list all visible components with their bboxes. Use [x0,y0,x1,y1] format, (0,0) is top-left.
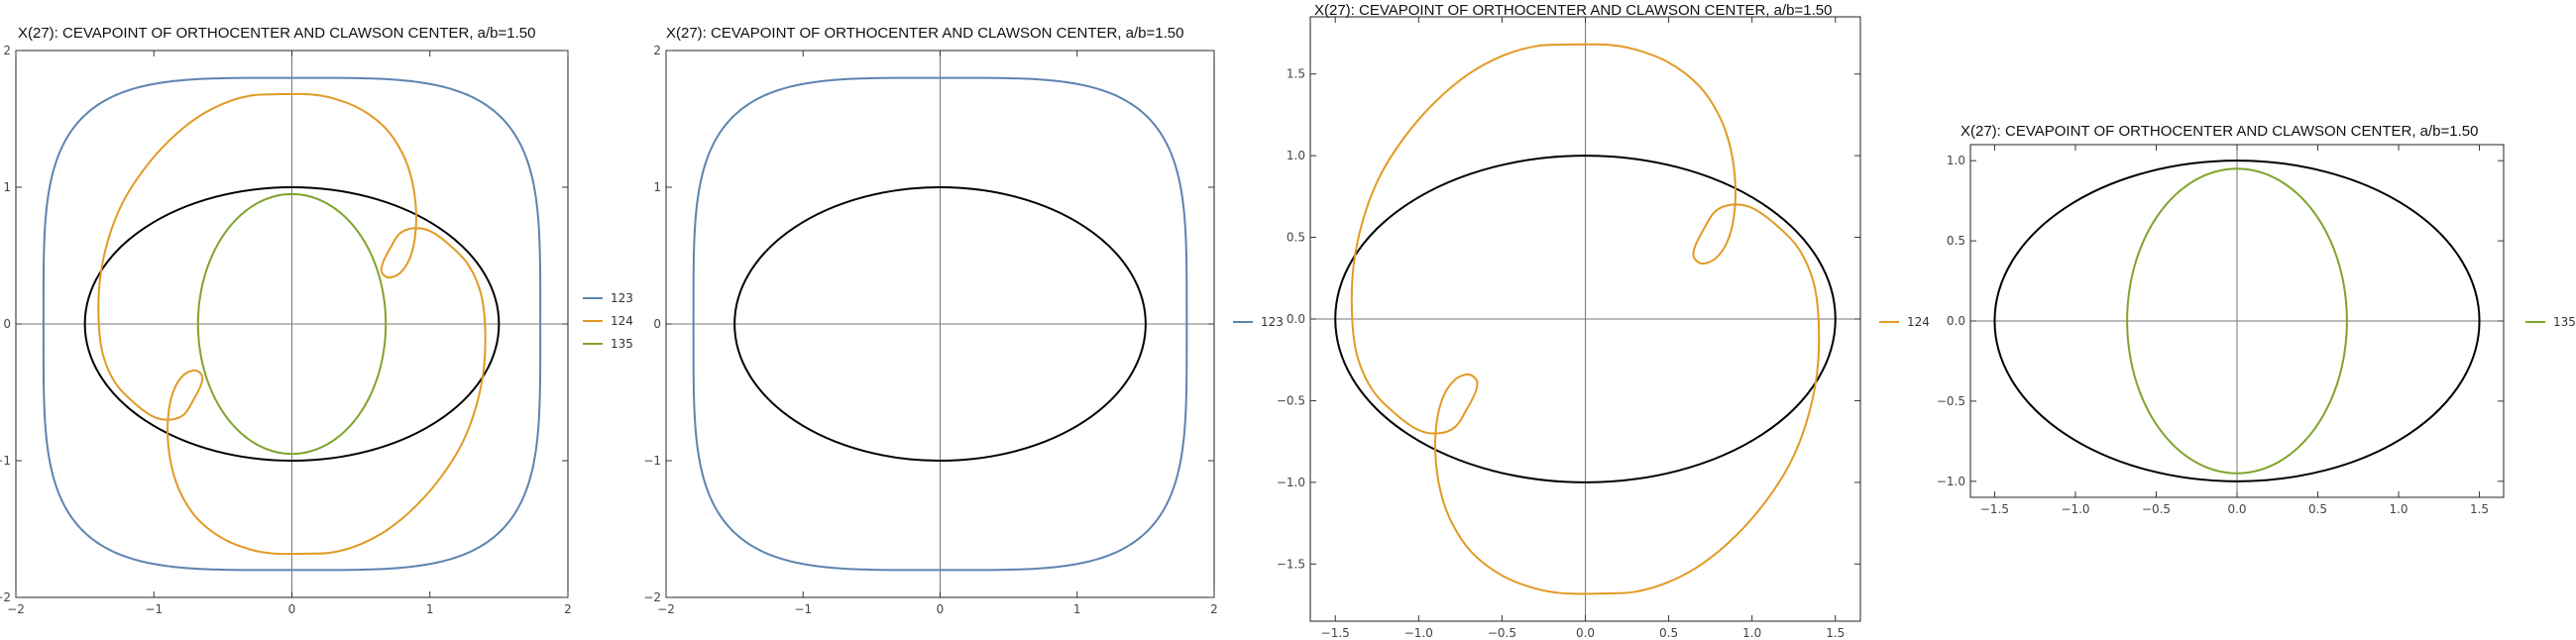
x-tick-label: −0.5 [1488,626,1516,640]
x-tick-label: −1 [794,602,812,616]
x-tick-label: 1.5 [1826,626,1845,640]
x-tick-label: 1 [426,602,434,616]
x-tick-label: 1.0 [2389,502,2408,516]
series-line-124 [1350,43,1821,595]
x-tick-label: −2 [657,602,675,616]
x-tick-label: −0.5 [2142,502,2171,516]
x-tick-label: −2 [7,602,25,616]
y-tick-label: −1.0 [1937,475,1965,488]
y-tick-label: 0.5 [1947,234,1965,248]
y-tick-label: −2 [643,590,661,604]
series-line-135 [196,192,388,456]
plot-area [42,76,542,572]
y-tick-label: −1 [643,454,661,468]
legend: 124 [1879,315,1930,329]
x-tick-label: 0 [937,602,945,616]
x-tick-label: 0.5 [2308,502,2327,516]
y-tick-label: 2 [653,44,661,57]
legend-label-135: 135 [611,337,633,351]
chart-panel-4: X(27): CEVAPOINT OF ORTHOCENTER AND CLAW… [1937,123,2576,516]
x-tick-label: 2 [564,602,572,616]
y-tick-label: 0.5 [1287,231,1305,245]
series-line-135 [2126,167,2348,475]
x-tick-label: 0.0 [2227,502,2246,516]
x-tick-label: 1 [1073,602,1081,616]
legend-label-123: 123 [1261,315,1284,329]
x-tick-label: −1.0 [1404,626,1433,640]
x-tick-label: 0.0 [1576,626,1595,640]
legend: 123 [1233,315,1284,329]
chart-title: X(27): CEVAPOINT OF ORTHOCENTER AND CLAW… [1960,123,2478,140]
y-tick-label: 2 [3,44,11,57]
reference-ellipse [83,186,501,462]
legend: 135 [2525,315,2576,329]
x-tick-label: −1.5 [1321,626,1350,640]
y-tick-label: 0 [3,317,11,331]
reference-ellipse [733,186,1147,462]
legend-label-123: 123 [611,291,633,305]
y-tick-label: 1.5 [1287,67,1305,81]
chart-panel-3: X(27): CEVAPOINT OF ORTHOCENTER AND CLAW… [1277,2,1930,640]
y-tick-label: 0 [653,317,661,331]
plot-area [1334,43,1837,595]
chart-panel-1: X(27): CEVAPOINT OF ORTHOCENTER AND CLAW… [0,25,633,616]
chart-panel-2: X(27): CEVAPOINT OF ORTHOCENTER AND CLAW… [643,25,1284,616]
y-tick-label: −0.5 [1937,394,1965,408]
series-line-124 [97,92,487,556]
legend: 123 124 135 [583,291,633,351]
plot-area [692,76,1188,572]
chart-title: X(27): CEVAPOINT OF ORTHOCENTER AND CLAW… [18,25,535,42]
series-line-123 [42,76,542,572]
series-line-123 [692,76,1188,572]
chart-title: X(27): CEVAPOINT OF ORTHOCENTER AND CLAW… [666,25,1183,42]
y-tick-label: 1 [3,180,11,194]
y-tick-label: 1 [653,180,661,194]
y-tick-label: 1.0 [1287,149,1305,162]
x-tick-label: 1.0 [1742,626,1761,640]
reference-ellipse [1993,160,2481,482]
chart-title: X(27): CEVAPOINT OF ORTHOCENTER AND CLAW… [1314,2,1832,19]
x-tick-label: −1.0 [2061,502,2089,516]
x-tick-label: 0 [288,602,296,616]
y-tick-label: −0.5 [1277,393,1305,407]
x-tick-label: 0.5 [1659,626,1678,640]
x-tick-label: −1.5 [1980,502,2009,516]
y-tick-label: 1.0 [1947,154,1965,167]
x-tick-label: −1 [145,602,163,616]
y-tick-label: −2 [0,590,11,604]
x-tick-label: 1.5 [2470,502,2489,516]
x-tick-label: 2 [1210,602,1218,616]
y-tick-label: −1.5 [1277,557,1305,571]
y-tick-label: 0.0 [1287,312,1305,326]
legend-label-124: 124 [1907,315,1930,329]
y-tick-label: −1.0 [1277,476,1305,489]
reference-ellipse [1334,155,1837,483]
y-tick-label: −1 [0,454,11,468]
legend-label-124: 124 [611,314,633,328]
plot-area [1993,160,2481,482]
y-tick-label: 0.0 [1947,314,1965,328]
legend-label-135: 135 [2553,315,2576,329]
